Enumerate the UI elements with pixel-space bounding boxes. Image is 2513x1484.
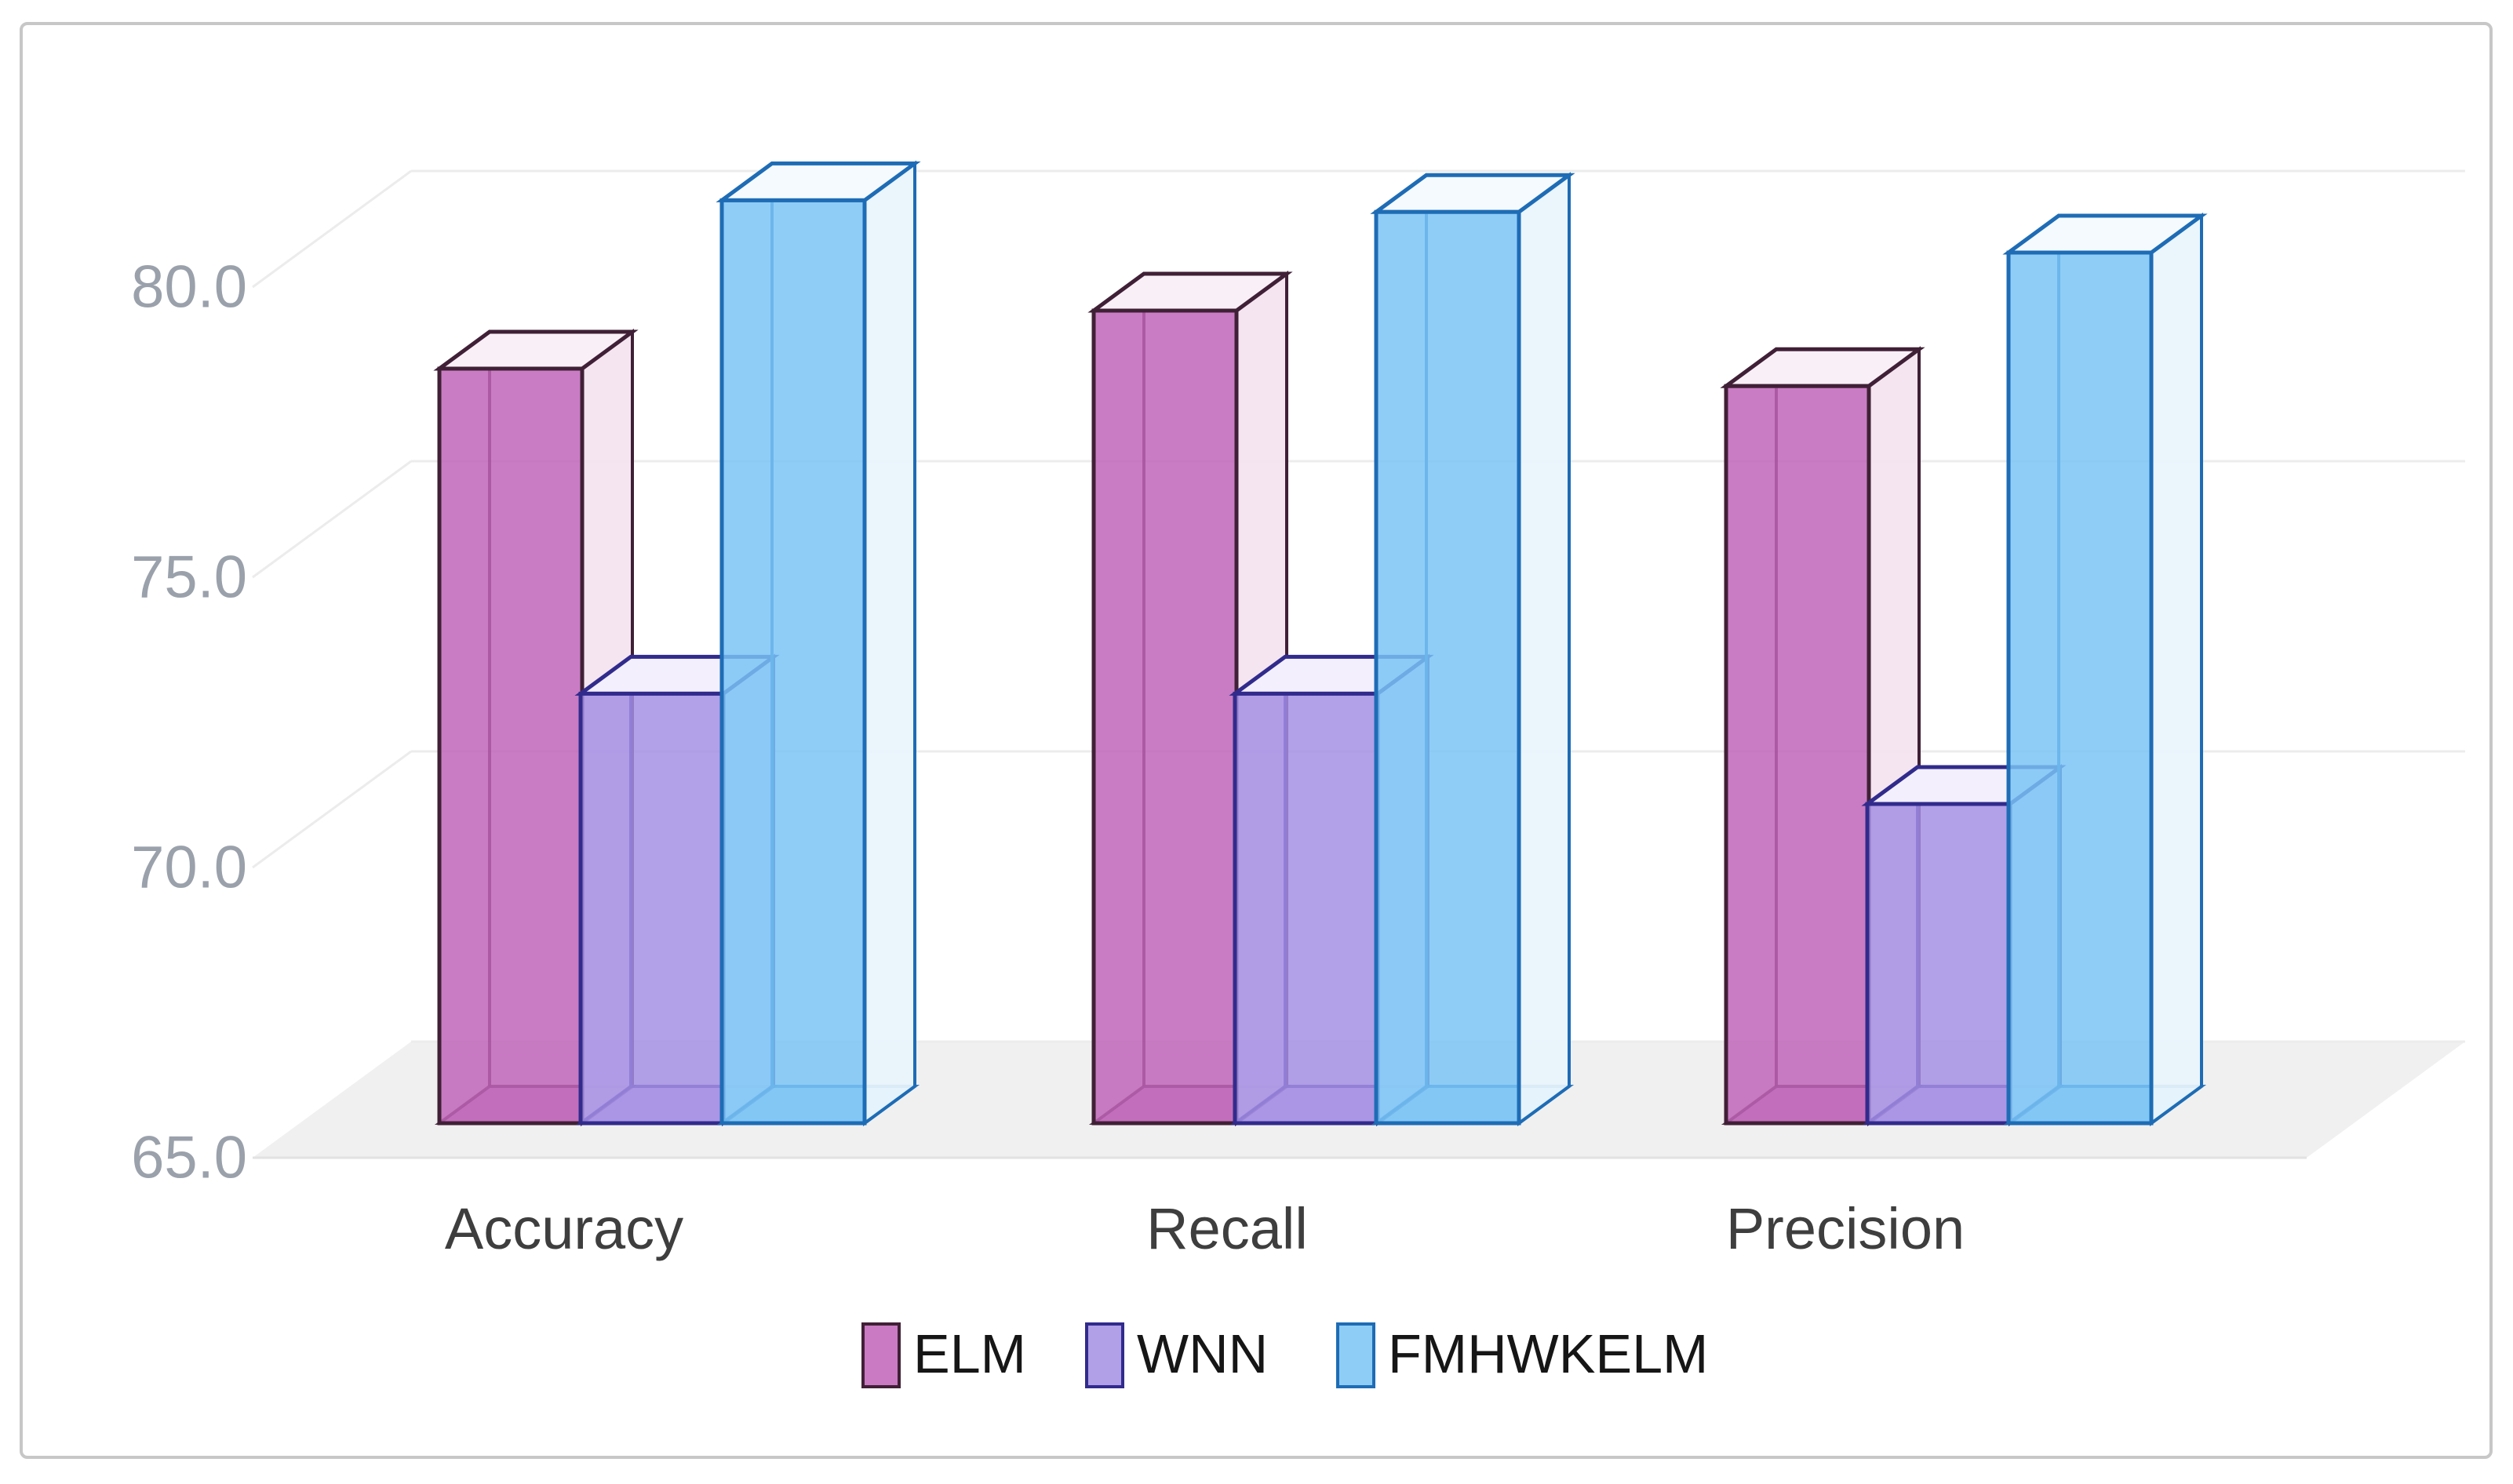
- bar-front-face: [437, 366, 585, 1126]
- bar-FMHWKELM-Accuracy: [716, 160, 921, 1126]
- legend-label: FMHWKELM: [1388, 1323, 1708, 1384]
- bar-front-face: [1724, 384, 1871, 1126]
- category-label: Recall: [1146, 1196, 1308, 1261]
- legend-item-fmhwkelm: FMHWKELM: [1336, 1322, 1708, 1388]
- legend-item-wnn: WNN: [1085, 1322, 1268, 1388]
- bar-front-face: [2006, 250, 2154, 1126]
- legend-swatch: [1085, 1322, 1124, 1388]
- bar-side-face: [1517, 172, 1571, 1126]
- legend-swatch: [861, 1322, 901, 1388]
- x-axis-labels: Accuracy Recall Precision: [445, 1196, 1965, 1261]
- bar-front-face: [1374, 209, 1521, 1126]
- gridline-diagonal: [252, 460, 412, 579]
- y-tick-label: 75.0: [131, 544, 247, 611]
- y-tick-label: 65.0: [131, 1125, 247, 1191]
- bar-FMHWKELM-Precision: [2002, 213, 2208, 1126]
- legend-label: WNN: [1137, 1323, 1268, 1384]
- bars: [433, 160, 2208, 1126]
- gridline-diagonal: [252, 750, 412, 869]
- bar-side-face: [2150, 213, 2203, 1126]
- y-axis-labels: 65.0 70.0 75.0 80.0: [131, 254, 247, 1191]
- bar-front-face: [1865, 802, 2012, 1126]
- bar-front-face: [719, 198, 867, 1126]
- legend-swatch: [1336, 1322, 1375, 1388]
- legend-item-elm: ELM: [861, 1322, 1026, 1388]
- bar-front-face: [1091, 308, 1239, 1126]
- legend: ELM WNN FMHWKELM: [861, 1322, 1708, 1388]
- bar-side-face: [863, 160, 916, 1126]
- y-tick-label: 70.0: [131, 835, 247, 901]
- legend-label: ELM: [913, 1323, 1026, 1384]
- y-tick-label: 80.0: [131, 254, 247, 321]
- gridline-diagonal: [252, 169, 412, 289]
- category-label: Accuracy: [445, 1196, 683, 1261]
- bar-FMHWKELM-Recall: [1370, 172, 1575, 1126]
- gridline-80: [252, 169, 2465, 289]
- category-label: Precision: [1726, 1196, 1965, 1261]
- bar-front-face: [578, 691, 726, 1126]
- bar-front-face: [1233, 691, 1380, 1126]
